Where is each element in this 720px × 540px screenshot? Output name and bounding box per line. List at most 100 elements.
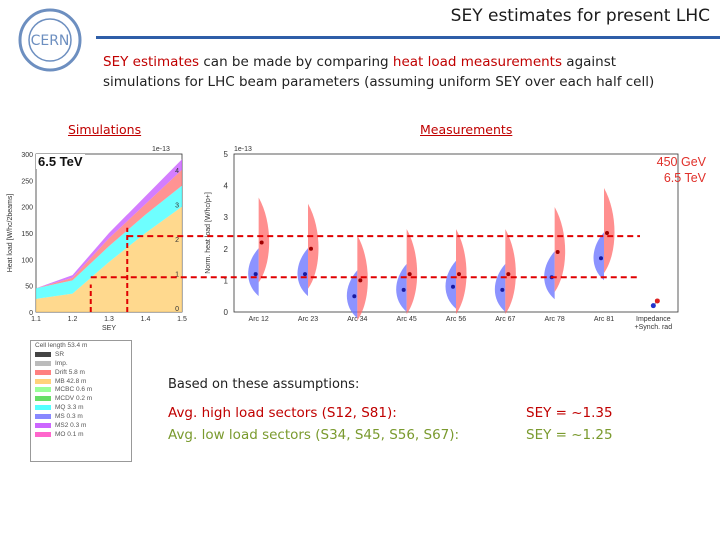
legend-swatch [35, 387, 51, 393]
intro-text-a: can be made by comparing [199, 54, 393, 70]
sim-ytick: 100 [21, 257, 33, 264]
intro-line2: simulations for LHC beam parameters (ass… [103, 74, 655, 90]
meas-violin-450 [297, 248, 308, 297]
meas-median-65 [555, 249, 560, 254]
legend-swatch [35, 405, 51, 411]
meas-y-exponent: 1e-13 [234, 146, 252, 153]
meas-ytick: 4 [224, 182, 229, 191]
meas-median-450 [303, 272, 307, 277]
meas-ytick: 2 [224, 245, 229, 254]
legend-item: SR [31, 350, 131, 359]
meas-median-450 [352, 294, 357, 299]
meas-imp-65 [654, 298, 660, 304]
meas-xtick: Arc 12 [249, 316, 269, 323]
intro-text-b: against [562, 54, 617, 70]
meas-median-450 [253, 272, 258, 277]
meas-xtick: Arc 56 [446, 316, 466, 323]
sim-area-mq [36, 185, 182, 299]
legend-swatch [35, 369, 51, 375]
meas-median-65 [309, 246, 313, 251]
legend-swatch [35, 360, 51, 366]
legend-item: MCDV 0.2 m [31, 394, 131, 403]
meas-violin-450 [396, 263, 407, 312]
meas-violin-450 [248, 248, 259, 297]
legend-items: SR Imp. Drift 5.8 m MB 42.8 m MCBC 0.6 m MCDV… [31, 350, 131, 439]
legend-item: MCBC 0.6 m [31, 385, 131, 394]
sim-xtick: 1.2 [68, 316, 78, 323]
meas-imp-450 [650, 303, 656, 309]
legend-swatch [35, 378, 51, 384]
cern-logo-text: CERN [31, 33, 70, 49]
meas-violin-65 [505, 229, 516, 315]
legend-swatch [35, 414, 51, 420]
energy-label-65: 6.5 TeV [663, 171, 706, 185]
simulation-plot-area: 0 50 100 150 200 250 300 1.1 1.2 1.3 1.4 1.5 0 1 2 3 4 SE… [7, 146, 187, 332]
page-title: SEY estimates for present LHC [450, 6, 710, 26]
meas-violin-65 [456, 229, 467, 315]
meas-xtick: Arc 67 [495, 316, 515, 323]
meas-violin-65 [554, 206, 566, 292]
legend-label: MQ 3.3 m [55, 404, 84, 412]
legend-swatch [35, 431, 51, 437]
energy-label-meas: 450 GeV 6.5 TeV [657, 154, 706, 186]
legend: Cell length 53.4 m SR Imp. Drift 5.8 m MB 4… [30, 340, 132, 462]
legend-item: MQ 3.3 m [31, 403, 131, 412]
meas-violin-65 [406, 229, 418, 315]
legend-item: Imp. [31, 359, 131, 368]
low-load-value: SEY = ~1.25 [526, 427, 613, 443]
sim-ytick: 0 [29, 310, 33, 317]
legend-label: MB 42.8 m [55, 377, 87, 385]
meas-xtick: Arc 45 [397, 316, 417, 323]
sim-ylabel: Heat load [W/hc/2beams] [7, 194, 14, 273]
meas-ytick: 1 [224, 276, 229, 285]
meas-median-65 [605, 231, 609, 235]
meas-xtick: Impedance [636, 316, 671, 323]
meas-median-450 [500, 287, 505, 292]
sim-xtick: 1.3 [104, 316, 114, 323]
meas-median-450 [401, 287, 406, 292]
sim-y2tick: 2 [175, 237, 179, 244]
meas-median-65 [358, 278, 363, 283]
intro-highlight-heatload: heat load measurements [392, 54, 563, 70]
meas-median-65 [457, 272, 461, 277]
sim-y2tick: 3 [175, 203, 179, 210]
meas-median-450 [599, 256, 603, 261]
sim-y2tick: 4 [175, 168, 179, 175]
legend-label: MCDV 0.2 m [55, 395, 93, 403]
meas-violin-65 [258, 197, 270, 283]
sim-xtick: 1.1 [31, 316, 41, 323]
meas-xtick: +Synch. rad [635, 324, 673, 331]
sim-ytick: 50 [25, 284, 33, 291]
sim-y2tick: 1 [175, 272, 179, 279]
reference-lines [90, 235, 640, 279]
legend-label: MO 0.1 m [55, 430, 84, 438]
measurement-chart: 0 1 2 3 4 5 Norm. heat load [W/hc/p+] 1e-13 Arc … [205, 146, 679, 331]
sim-ytick: 300 [21, 152, 33, 159]
sim-ytick: 250 [21, 178, 33, 185]
sim-ytick: 200 [21, 205, 33, 212]
meas-median-65 [259, 240, 264, 245]
high-load-label: Avg. high load sectors (S12, S81): [168, 405, 397, 421]
meas-median-65 [407, 272, 412, 277]
meas-xtick: Arc 78 [545, 316, 565, 323]
sim-area-mb [36, 206, 182, 312]
meas-violin-450 [494, 263, 506, 312]
measurement-plot-area: 0 1 2 3 4 5 Norm. heat load [W/hc/p+] 1e-13 Arc … [205, 146, 679, 331]
energy-label-450: 450 GeV [656, 155, 706, 169]
title-rule [96, 36, 720, 39]
legend-item: Drift 5.8 m [31, 368, 131, 377]
low-load-label: Avg. low load sectors (S34, S45, S56, S6… [168, 427, 460, 443]
simulation-chart: 0 50 100 150 200 250 300 1.1 1.2 1.3 1.4 1.5 0 1 2 3 4 SE… [7, 146, 187, 332]
meas-xtick: Arc 23 [298, 316, 318, 323]
sim-xtick: 1.4 [141, 316, 151, 323]
legend-item: MO 0.1 m [31, 430, 131, 439]
energy-label-sim: 6.5 TeV [36, 154, 85, 169]
legend-item: MB 42.8 m [31, 377, 131, 386]
legend-item: MS 0.3 m [31, 412, 131, 421]
measurements-label: Measurements [420, 122, 513, 137]
legend-label: Drift 5.8 m [55, 368, 85, 376]
legend-title: Cell length 53.4 m [35, 341, 88, 349]
assumptions-heading: Based on these assumptions: [168, 377, 360, 392]
legend-swatch [35, 396, 51, 402]
intro-highlight-sey: SEY estimates [103, 54, 200, 70]
